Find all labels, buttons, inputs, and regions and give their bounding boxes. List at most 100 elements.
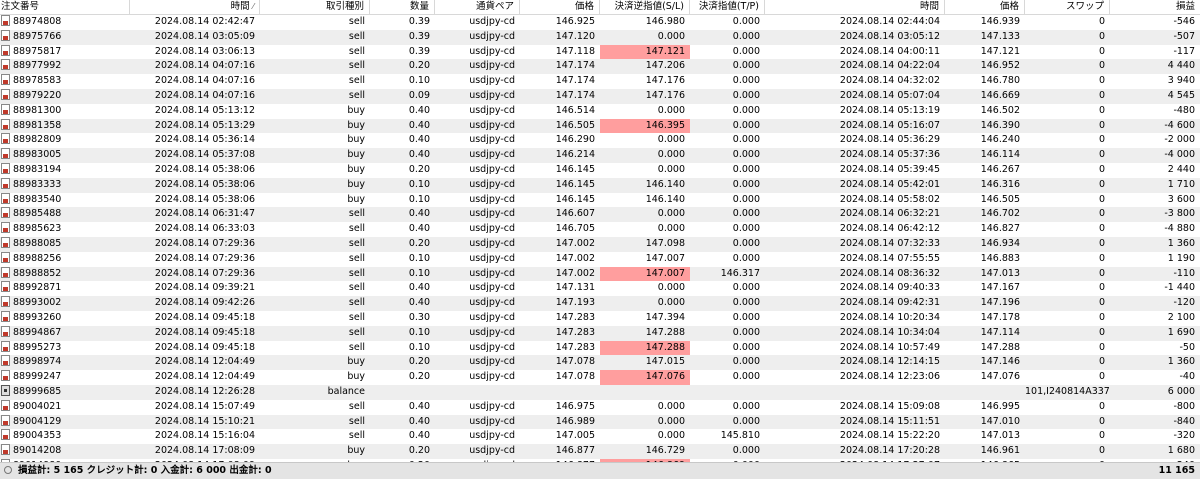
col-header-symbol[interactable]: 通貨ペア xyxy=(435,0,520,14)
table-row[interactable]: 88975817 2024.08.14 03:06:13 sell 0.39 usdjp… xyxy=(0,44,1200,60)
take-profit-cell: 0.000 xyxy=(732,341,760,353)
col-header-type[interactable]: 取引種別 xyxy=(260,0,370,14)
close-price-cell: 146.780 xyxy=(980,75,1020,87)
table-row[interactable]: 88995273 2024.08.14 09:45:18 sell 0.10 usdjp… xyxy=(0,340,1200,356)
close-time-cell: 2024.08.14 07:55:55 xyxy=(839,252,940,264)
open-price-cell: 146.705 xyxy=(555,223,595,235)
table-row[interactable]: 88992871 2024.08.14 09:39:21 sell 0.40 usdjp… xyxy=(0,281,1200,296)
table-row[interactable]: 88985488 2024.08.14 06:31:47 sell 0.40 usdjp… xyxy=(0,207,1200,223)
close-time-cell: 2024.08.14 04:32:02 xyxy=(839,75,940,87)
table-row[interactable]: 88983333 2024.08.14 05:38:06 buy 0.10 usdjpy… xyxy=(0,177,1200,193)
table-row[interactable]: 88999247 2024.08.14 12:04:49 buy 0.20 usdjpy… xyxy=(0,370,1200,385)
col-header-volume[interactable]: 数量 xyxy=(370,0,435,14)
order-id-cell: 89014208 xyxy=(0,444,130,459)
order-id-text: 88981300 xyxy=(13,104,62,116)
table-row[interactable]: 88983540 2024.08.14 05:38:06 buy 0.10 usdjpy… xyxy=(0,192,1200,208)
profit-cell: -50 xyxy=(1179,341,1195,353)
type-cell: sell xyxy=(348,75,365,87)
symbol-cell: usdjpy-cd xyxy=(469,400,515,412)
close-time-cell: 2024.08.14 09:42:31 xyxy=(839,297,940,309)
table-row[interactable]: 88983005 2024.08.14 05:37:08 buy 0.40 usdjpy… xyxy=(0,148,1200,163)
symbol-cell: usdjpy-cd xyxy=(469,60,515,72)
col-header-order[interactable]: 注文番号 xyxy=(0,0,130,14)
table-row[interactable]: 88988256 2024.08.14 07:29:36 sell 0.10 usdjp… xyxy=(0,251,1200,267)
take-profit-cell: 0.000 xyxy=(732,134,760,146)
status-dot-icon xyxy=(4,465,12,474)
table-row[interactable]: 88975766 2024.08.14 03:05:09 sell 0.39 usdjp… xyxy=(0,29,1200,45)
table-row[interactable]: 88981358 2024.08.14 05:13:29 buy 0.40 usdjpy… xyxy=(0,118,1200,134)
symbol-cell: usdjpy-cd xyxy=(469,134,515,146)
table-row[interactable]: 88993002 2024.08.14 09:42:26 sell 0.40 usdjp… xyxy=(0,296,1200,311)
table-row[interactable]: 88998974 2024.08.14 12:04:49 buy 0.20 usdjpy… xyxy=(0,355,1200,371)
table-row[interactable]: 89004129 2024.08.14 15:10:21 sell 0.40 usdjp… xyxy=(0,414,1200,430)
open-price-cell: 146.145 xyxy=(555,163,595,175)
table-row[interactable]: 88981300 2024.08.14 05:13:12 buy 0.40 usdjpy… xyxy=(0,103,1200,119)
col-header-close-time[interactable]: 時間 xyxy=(765,0,945,14)
swap-cell: 0 xyxy=(1098,326,1105,338)
volume-cell: 0.40 xyxy=(408,400,430,412)
open-price-cell: 147.131 xyxy=(555,282,595,294)
close-price-cell: 147.013 xyxy=(980,430,1020,442)
table-row[interactable]: 88982809 2024.08.14 05:36:14 buy 0.40 usdjpy… xyxy=(0,133,1200,148)
swap-cell: 0 xyxy=(1098,178,1105,190)
close-time-cell: 2024.08.14 06:42:12 xyxy=(839,223,940,235)
order-document-icon xyxy=(1,236,10,248)
order-id-cell: 88988256 xyxy=(0,251,130,267)
close-time-cell: 2024.08.14 06:32:21 xyxy=(839,208,940,220)
table-row[interactable]: 88999685 2024.08.14 12:26:28 balance 101,I2… xyxy=(0,384,1200,400)
table-row[interactable]: 88974808 2024.08.14 02:42:47 sell 0.39 usdjp… xyxy=(0,15,1200,30)
col-header-open-price[interactable]: 価格 xyxy=(520,0,600,14)
take-profit-cell: 145.810 xyxy=(720,430,760,442)
col-header-take-profit[interactable]: 決済指値(T/P) xyxy=(690,0,765,14)
profit-cell: -507 xyxy=(1173,30,1195,42)
table-row[interactable]: 88978583 2024.08.14 04:07:16 sell 0.10 usdjp… xyxy=(0,74,1200,89)
table-row[interactable]: 88994867 2024.08.14 09:45:18 sell 0.10 usdjp… xyxy=(0,325,1200,341)
volume-cell: 0.39 xyxy=(408,30,430,42)
order-id-text: 88979220 xyxy=(13,89,62,101)
open-price-cell: 146.290 xyxy=(555,134,595,146)
col-header-close-price[interactable]: 価格 xyxy=(945,0,1025,14)
open-time-cell: 2024.08.14 04:07:16 xyxy=(154,89,255,101)
order-id-cell: 88993260 xyxy=(0,310,130,326)
order-document-icon xyxy=(1,325,10,337)
order-document-icon xyxy=(1,44,10,56)
stop-loss-cell: 147.098 xyxy=(645,237,685,249)
sort-arrow-icon: ⁄ xyxy=(252,2,254,11)
table-row[interactable]: 88979220 2024.08.14 04:07:16 sell 0.09 usdjp… xyxy=(0,88,1200,104)
order-id-text: 88988085 xyxy=(13,237,62,249)
open-price-cell: 147.193 xyxy=(555,297,595,309)
close-time-cell: 2024.08.14 05:07:04 xyxy=(839,89,940,101)
take-profit-cell: 0.000 xyxy=(732,16,760,27)
table-row[interactable]: 89014208 2024.08.14 17:08:09 buy 0.20 usdjpy… xyxy=(0,444,1200,459)
type-cell: buy xyxy=(347,134,365,146)
stop-loss-cell: 0.000 xyxy=(657,430,685,442)
type-cell: sell xyxy=(348,297,365,309)
table-row[interactable]: 88985623 2024.08.14 06:33:03 sell 0.40 usdjp… xyxy=(0,222,1200,237)
volume-cell: 0.39 xyxy=(408,16,430,27)
close-price-cell: 146.961 xyxy=(980,445,1020,457)
table-header: 注文番号 時間 ⁄ 取引種別 数量 通貨ペア 価格 決済逆指値(S/L) 決済指値… xyxy=(0,0,1200,15)
table-row[interactable]: 88993260 2024.08.14 09:45:18 sell 0.30 usdjp… xyxy=(0,310,1200,326)
order-id-text: 88993002 xyxy=(13,297,62,309)
close-price-cell: 146.316 xyxy=(980,178,1020,190)
swap-cell: 0 xyxy=(1098,119,1105,131)
col-header-open-time[interactable]: 時間 ⁄ xyxy=(130,0,260,14)
table-row[interactable]: 89004353 2024.08.14 15:16:04 sell 0.40 usdjp… xyxy=(0,429,1200,444)
symbol-cell: usdjpy-cd xyxy=(469,208,515,220)
stop-loss-cell xyxy=(600,385,690,400)
col-header-stop-loss[interactable]: 決済逆指値(S/L) xyxy=(600,0,690,14)
symbol-cell: usdjpy-cd xyxy=(469,326,515,338)
close-price-cell: 146.240 xyxy=(980,134,1020,146)
table-row[interactable]: 88988085 2024.08.14 07:29:36 sell 0.20 usdjp… xyxy=(0,236,1200,252)
open-time-cell: 2024.08.14 09:45:18 xyxy=(154,341,255,353)
take-profit-cell: 0.000 xyxy=(732,311,760,323)
table-row[interactable]: 88983194 2024.08.14 05:38:06 buy 0.20 usdjpy… xyxy=(0,162,1200,178)
open-time-cell: 2024.08.14 07:29:36 xyxy=(154,252,255,264)
table-row[interactable]: 88988852 2024.08.14 07:29:36 sell 0.10 usdjp… xyxy=(0,266,1200,282)
volume-cell: 0.30 xyxy=(408,311,430,323)
symbol-cell: usdjpy-cd xyxy=(469,149,515,161)
col-header-profit[interactable]: 損益 xyxy=(1175,1,1195,12)
col-header-swap[interactable]: スワップ xyxy=(1025,0,1110,14)
table-row[interactable]: 88977992 2024.08.14 04:07:16 sell 0.20 usdjp… xyxy=(0,59,1200,75)
table-row[interactable]: 89004021 2024.08.14 15:07:49 sell 0.40 usdjp… xyxy=(0,399,1200,415)
